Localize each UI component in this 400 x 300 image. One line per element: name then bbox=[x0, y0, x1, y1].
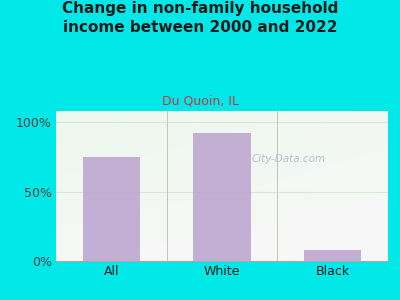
Bar bbox=[82, 157, 140, 261]
Bar bbox=[193, 133, 251, 261]
Bar bbox=[304, 250, 362, 261]
Text: City-Data.com: City-Data.com bbox=[251, 154, 326, 164]
Text: Change in non-family household
income between 2000 and 2022: Change in non-family household income be… bbox=[62, 2, 338, 34]
Text: Du Quoin, IL: Du Quoin, IL bbox=[162, 94, 238, 107]
